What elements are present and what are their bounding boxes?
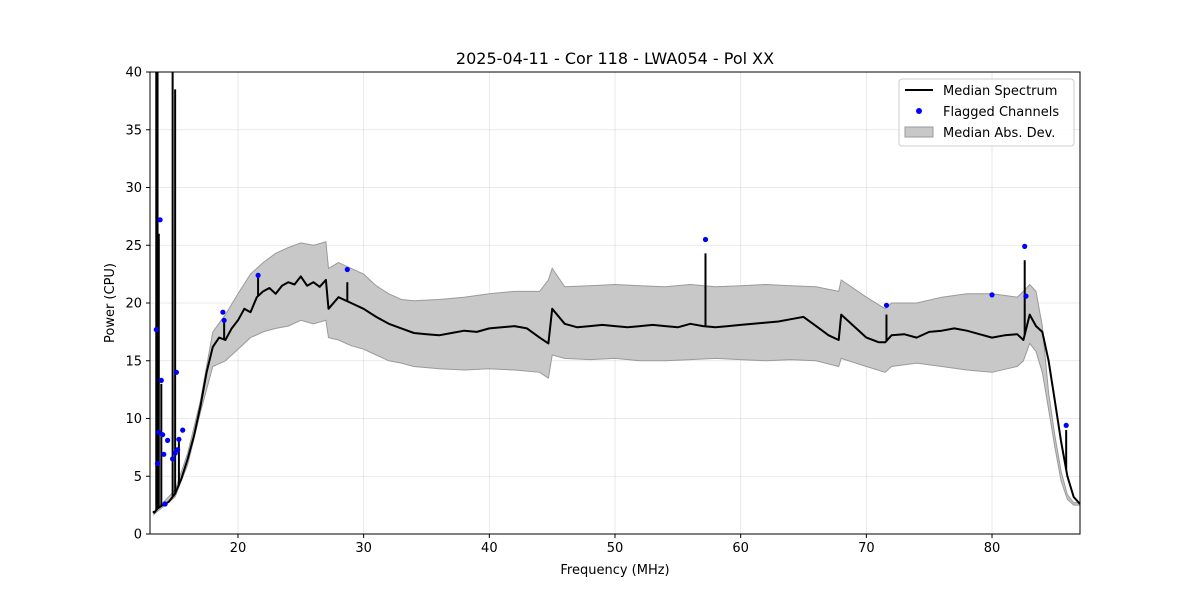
x-tick-label: 60	[732, 541, 749, 556]
legend-mad-swatch	[904, 126, 934, 138]
legend: Median Spectrum Flagged Channels Median …	[898, 78, 1075, 147]
flagged-channel-point	[160, 432, 166, 438]
x-tick-label: 20	[230, 541, 247, 556]
flagged-channel-point	[1023, 293, 1029, 299]
flagged-channel-point	[158, 377, 164, 383]
legend-flagged-label: Flagged Channels	[943, 105, 1059, 120]
legend-flagged-marker	[916, 108, 922, 114]
flagged-channel-point	[175, 447, 181, 453]
y-tick-label: 10	[125, 412, 142, 427]
flagged-channel-point	[180, 427, 186, 433]
y-axis: 0 5 10 15 20 25 30 35 40	[125, 66, 150, 543]
y-tick-label: 25	[125, 239, 142, 254]
y-tick-label: 0	[134, 528, 142, 543]
flagged-channel-point	[156, 429, 162, 435]
x-tick-label: 30	[355, 541, 372, 556]
x-axis: 20 30 40 50 60 70 80	[230, 534, 1001, 556]
y-tick-label: 30	[125, 181, 142, 196]
flagged-channel-point	[255, 272, 261, 278]
median-spectrum-line	[153, 275, 1081, 514]
flagged-channel-point	[154, 460, 161, 467]
flagged-channel-point	[883, 302, 890, 308]
y-tick-label: 35	[125, 123, 142, 138]
flagged-channel-point	[162, 501, 168, 507]
legend-median-label: Median Spectrum	[943, 84, 1057, 99]
flagged-channel-point	[989, 292, 995, 298]
x-tick-label: 50	[607, 541, 624, 556]
legend-box	[898, 78, 1075, 147]
flagged-channel-point	[173, 369, 179, 375]
flagged-channel-point	[221, 317, 227, 323]
flagged-channel-point	[1063, 422, 1069, 428]
x-tick-label: 40	[481, 541, 498, 556]
flagged-channel-point	[170, 456, 176, 462]
flagged-channel-point	[702, 236, 709, 243]
flagged-channel-point	[161, 451, 167, 457]
flagged-channel-point	[165, 437, 171, 443]
x-tick-label: 80	[984, 541, 1001, 556]
y-tick-label: 40	[125, 66, 142, 81]
flagged-points-layer	[153, 217, 1069, 507]
y-tick-label: 5	[134, 470, 142, 485]
flagged-channel-point	[220, 309, 226, 315]
y-tick-label: 15	[125, 354, 142, 369]
flagged-channel-point	[1022, 243, 1028, 249]
flagged-channel-point	[344, 266, 350, 273]
x-axis-label: Frequency (MHz)	[560, 563, 669, 578]
chart-title: 2025-04-11 - Cor 118 - LWA054 - Pol XX	[456, 49, 774, 68]
flagged-channel-point	[157, 217, 163, 223]
x-tick-label: 70	[858, 541, 875, 556]
y-axis-label: Power (CPU)	[103, 263, 118, 343]
y-tick-label: 20	[125, 297, 142, 312]
flagged-channel-point	[153, 327, 159, 333]
flagged-channel-point	[176, 436, 182, 442]
legend-mad-label: Median Abs. Dev.	[943, 126, 1055, 141]
